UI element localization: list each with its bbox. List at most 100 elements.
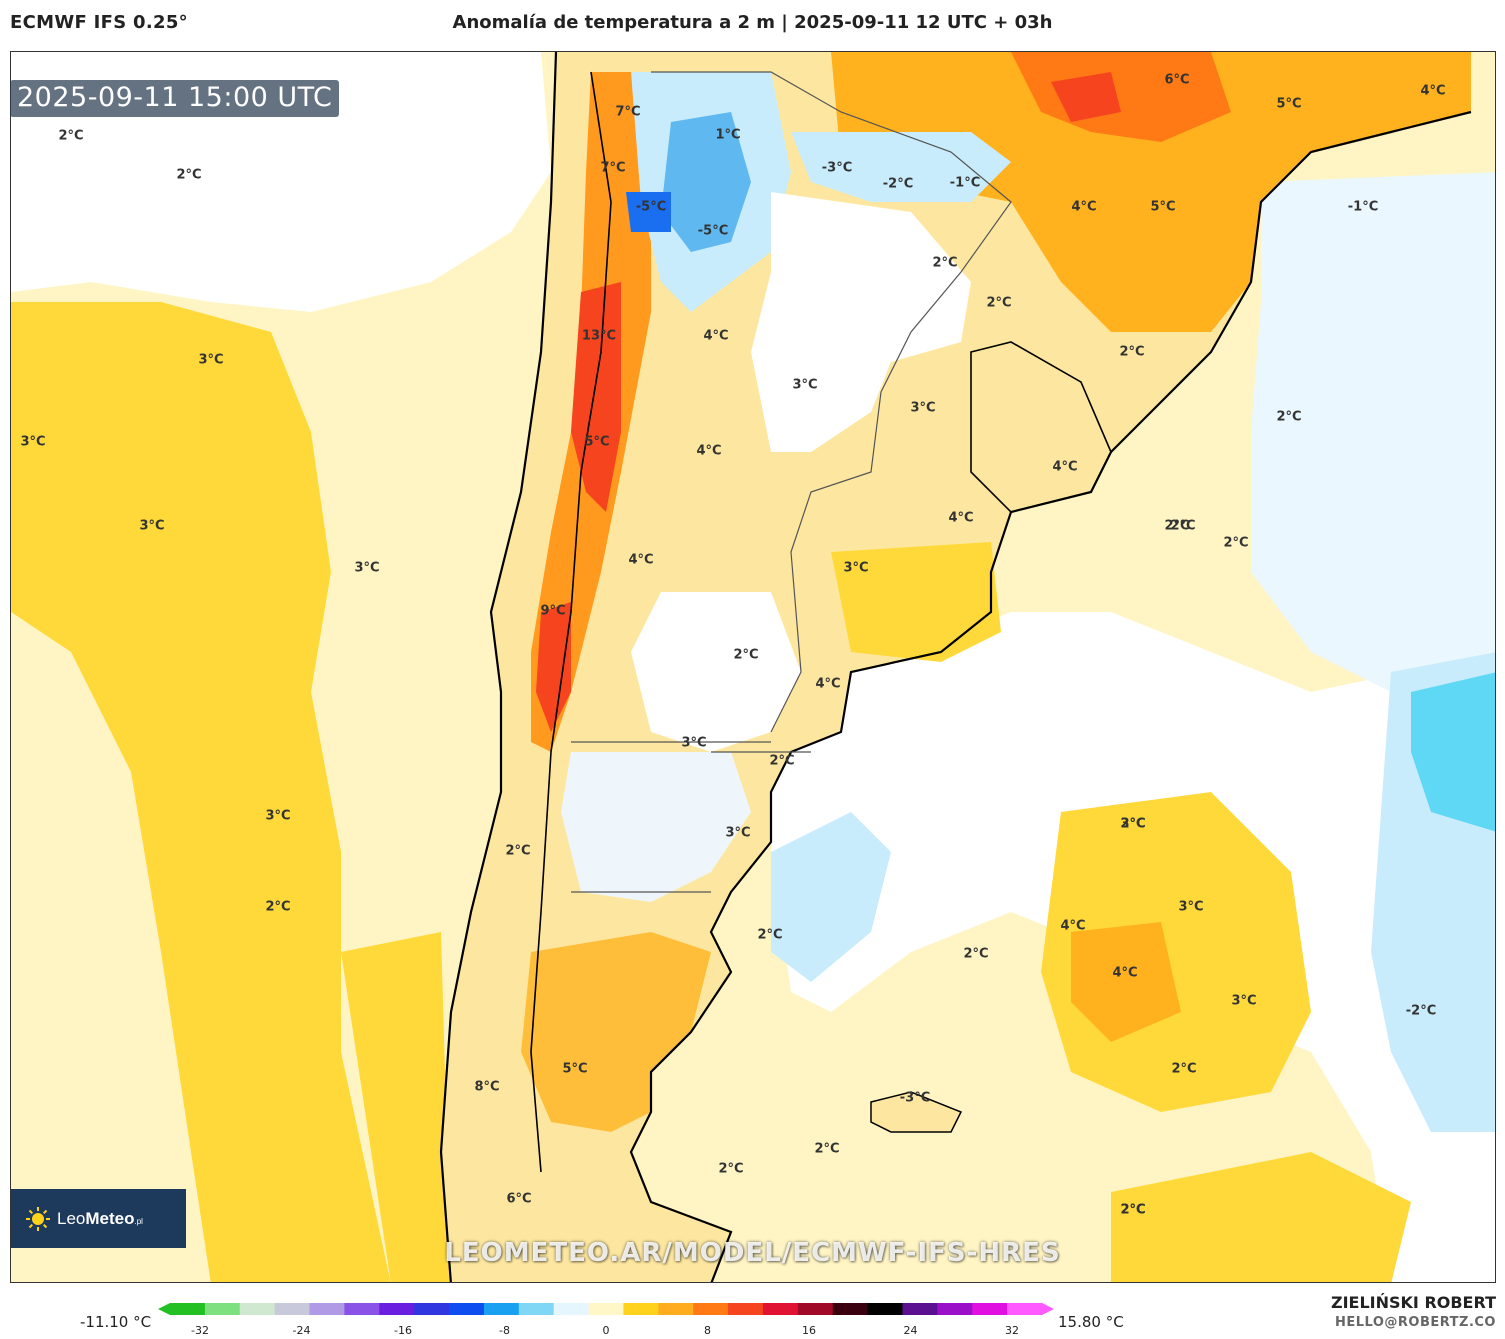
leometeo-logo[interactable]: LeoMeteo.pl	[11, 1189, 186, 1248]
anomaly-label: -5°C	[635, 199, 667, 215]
model-name: ECMWF IFS 0.25°	[10, 12, 188, 33]
colorbar-segment	[797, 1303, 834, 1315]
anomaly-label: 3°C	[1178, 899, 1204, 915]
anomaly-label: 2°C	[932, 255, 958, 271]
anomaly-label: 3°C	[354, 560, 380, 576]
anomaly-label: 3°C	[139, 518, 165, 534]
anomaly-label: -2°C	[882, 176, 914, 192]
anomaly-label: 2°C	[757, 927, 783, 943]
map-canvas	[11, 52, 1495, 1282]
colorbar-segment	[867, 1303, 903, 1315]
anomaly-zone-strong-negative	[1411, 672, 1495, 832]
anomaly-label: 2°C	[986, 295, 1012, 311]
anomaly-label: 2°C	[1276, 409, 1302, 425]
valid-time-badge: 2025-09-11 15:00 UTC	[10, 80, 340, 117]
anomaly-label: 1°C	[715, 127, 741, 143]
colorbar-tick-label: -24	[292, 1324, 311, 1337]
anomaly-label: 3°C	[198, 352, 224, 368]
colorbar-segment	[309, 1303, 345, 1315]
colorbar-segment	[658, 1303, 694, 1315]
author-name: ZIELIŃSKI ROBERT	[1330, 1293, 1496, 1312]
logo-text: LeoMeteo.pl	[57, 1208, 143, 1228]
anomaly-label: 2°C	[733, 647, 759, 663]
anomaly-label: -2°C	[1405, 1003, 1437, 1019]
anomaly-label: 2°C	[1120, 1202, 1146, 1218]
anomaly-label: 2°C	[1170, 518, 1196, 534]
anomaly-label: 3°C	[265, 808, 291, 824]
colorbar-segment	[274, 1303, 311, 1315]
colorbar-tick-label: 0	[602, 1324, 610, 1337]
colorbar-segment	[553, 1303, 590, 1315]
colorbar-min-label: -11.10 °C	[80, 1313, 152, 1331]
anomaly-zone-very-cold	[661, 112, 751, 252]
anomaly-zone-warm	[11, 302, 391, 1282]
colorbar-segment	[344, 1303, 380, 1315]
colorbar-tick-label: 8	[704, 1324, 711, 1337]
anomaly-label: 6°C	[506, 1191, 532, 1207]
anomaly-label: 5°C	[1276, 96, 1302, 112]
anomaly-zone-near-zero	[561, 752, 751, 902]
anomaly-zone-light-negative	[1251, 172, 1495, 692]
atlantic-coastline	[629, 110, 1472, 1282]
anomaly-label: 2°C	[1120, 1202, 1146, 1218]
anomaly-zone-very-hot	[1011, 52, 1231, 142]
anomaly-label: 4°C	[815, 676, 841, 692]
anomaly-label: 13°C	[581, 328, 617, 344]
anomaly-label: 3°C	[843, 560, 869, 576]
anomaly-label: 2°C	[58, 128, 84, 144]
anomaly-label: 2°C	[176, 167, 202, 183]
anomaly-zone-cold	[791, 132, 1011, 202]
anomaly-label: 5°C	[1150, 199, 1176, 215]
anomaly-label: 4°C	[628, 552, 654, 568]
anomaly-label: 4°C	[1052, 459, 1078, 475]
map-title: Anomalía de temperatura a 2 m | 2025-09-…	[452, 12, 1053, 33]
anomaly-label: 4°C	[703, 328, 729, 344]
anomaly-label: 8°C	[474, 1079, 500, 1095]
anomaly-label: 7°C	[600, 160, 626, 176]
anomaly-label: 5°C	[584, 434, 610, 450]
anomaly-label: 2°C	[1164, 518, 1190, 534]
colorbar-segment	[762, 1303, 799, 1315]
anomaly-label: 4°C	[1071, 199, 1097, 215]
colorbar-segment	[902, 1303, 938, 1315]
anomaly-label: -1°C	[949, 175, 981, 191]
colorbar-segment	[518, 1303, 555, 1315]
anomaly-label: 2°C	[814, 1141, 840, 1157]
colorbar-segment	[623, 1303, 659, 1315]
colorbar-segment	[588, 1303, 624, 1315]
anomaly-label: 2°C	[769, 753, 795, 769]
anomaly-label: 4°C	[696, 443, 722, 459]
anomaly-zone-extreme-cold	[626, 192, 671, 232]
colorbar-segment	[972, 1303, 1008, 1315]
colorbar-segment	[239, 1303, 276, 1315]
colorbar-segment	[693, 1303, 729, 1315]
colorbar-segment	[1007, 1303, 1043, 1315]
anomaly-label: 3°C	[910, 400, 936, 416]
anomaly-label: 4°C	[1420, 83, 1446, 99]
source-url-watermark: LEOMETEO.AR/MODEL/ECMWF-IFS-HRES	[444, 1238, 1061, 1268]
colorbar-segment	[170, 1303, 206, 1315]
anomaly-zone-hot	[831, 52, 1471, 332]
anomaly-label: 3°C	[792, 377, 818, 393]
anomaly-label: 3°C	[1120, 816, 1146, 832]
colorbar	[158, 1303, 1054, 1315]
falkland-islands	[870, 1091, 963, 1133]
anomaly-label: -5°C	[697, 223, 729, 239]
anomaly-label: 2°C	[505, 843, 531, 859]
anomaly-label: 3°C	[725, 825, 751, 841]
anomaly-zone-andes-extreme	[536, 602, 571, 732]
colorbar-extend-max	[1042, 1303, 1054, 1315]
colorbar-tick-label: -32	[191, 1324, 209, 1337]
anomaly-label: 4°C	[1112, 965, 1138, 981]
anomaly-label: 2°C	[1120, 816, 1146, 832]
chile-argentina-border	[530, 71, 612, 1173]
colorbar-segment	[728, 1303, 764, 1315]
anomaly-label: 5°C	[562, 1061, 588, 1077]
anomaly-label: 2°C	[265, 899, 291, 915]
anomaly-label: 4°C	[948, 510, 974, 526]
anomaly-label: 2°C	[1223, 535, 1249, 551]
author-email[interactable]: HELLO@ROBERTZ.CO	[1334, 1315, 1496, 1330]
colorbar-segment	[204, 1303, 241, 1315]
colorbar-segment	[379, 1303, 415, 1315]
colorbar-segment	[483, 1303, 520, 1315]
